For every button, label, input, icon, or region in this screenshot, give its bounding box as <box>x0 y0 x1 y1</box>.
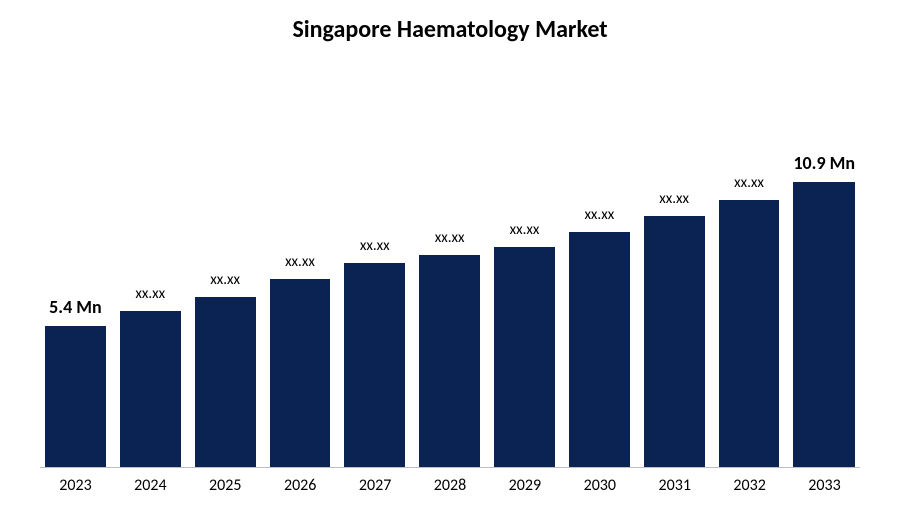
x-axis-label: 2031 <box>644 476 705 495</box>
bar-value-label: xx.xx <box>360 237 390 255</box>
bar <box>120 311 181 467</box>
bar-value-label: xx.xx <box>584 206 614 224</box>
bar-value-label: xx.xx <box>510 221 540 239</box>
bar-group: 10.9 Mn <box>793 79 855 467</box>
bar <box>719 200 780 467</box>
bar-value-label: xx.xx <box>285 253 315 271</box>
chart-title: Singapore Haematology Market <box>40 15 860 44</box>
bar-value-label: xx.xx <box>135 285 165 303</box>
bar <box>793 182 855 467</box>
bar-group: xx.xx <box>644 79 705 467</box>
x-axis-label: 2023 <box>45 476 106 495</box>
x-axis-label: 2024 <box>120 476 181 495</box>
bar-value-label: 5.4 Mn <box>49 296 102 318</box>
bar-group: xx.xx <box>270 79 331 467</box>
x-axis-label: 2026 <box>270 476 331 495</box>
bar-value-label: 10.9 Mn <box>793 152 855 174</box>
bar-group: xx.xx <box>494 79 555 467</box>
bar-value-label: xx.xx <box>210 271 240 289</box>
chart-container: Singapore Haematology Market 5.4 Mn xx.xx… <box>0 0 900 525</box>
bar-group: xx.xx <box>195 79 256 467</box>
bar <box>45 326 106 467</box>
x-axis-label: 2027 <box>345 476 406 495</box>
x-axis-label: 2029 <box>494 476 555 495</box>
bar-group: 5.4 Mn <box>45 79 106 467</box>
bar <box>195 297 256 467</box>
bar-group: xx.xx <box>344 79 405 467</box>
bar <box>270 279 331 467</box>
bar <box>344 263 405 467</box>
bar-group: xx.xx <box>419 79 480 467</box>
bar-value-label: xx.xx <box>734 174 764 192</box>
bar-group: xx.xx <box>719 79 780 467</box>
x-axis-label: 2033 <box>794 476 855 495</box>
x-axis-label: 2030 <box>569 476 630 495</box>
bar <box>494 247 555 467</box>
bar <box>644 216 705 467</box>
bar-value-label: xx.xx <box>659 190 689 208</box>
x-axis-label: 2028 <box>420 476 481 495</box>
x-axis: 2023 2024 2025 2026 2027 2028 2029 2030 2031 2032… <box>40 468 860 495</box>
bar <box>419 255 480 467</box>
bar <box>569 232 630 467</box>
x-axis-label: 2025 <box>195 476 256 495</box>
bar-group: xx.xx <box>120 79 181 467</box>
chart-area: 5.4 Mn xx.xx xx.xx xx.xx xx.xx xx.xx xx.xx xx.x… <box>40 79 860 468</box>
bar-group: xx.xx <box>569 79 630 467</box>
bar-value-label: xx.xx <box>435 229 465 247</box>
x-axis-label: 2032 <box>719 476 780 495</box>
